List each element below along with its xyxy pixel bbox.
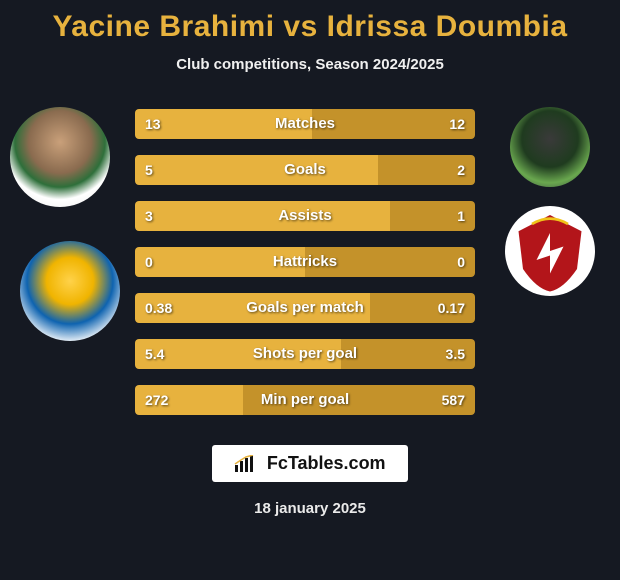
- footer: FcTables.com: [0, 445, 620, 482]
- stat-value-right: 0: [457, 247, 465, 277]
- stat-value-right: 3.5: [446, 339, 465, 369]
- stat-label: Goals per match: [135, 293, 475, 323]
- player2-club-logo: [505, 206, 595, 296]
- stat-row: Hattricks0 0: [135, 247, 475, 277]
- stat-row: Goals per match0.38 0.17: [135, 293, 475, 323]
- vs-word: vs: [283, 10, 317, 43]
- stat-value-right: 2: [457, 155, 465, 185]
- page-title: Yacine Brahimi vs Idrissa Doumbia: [0, 0, 620, 44]
- date-text: 18 january 2025: [0, 500, 620, 517]
- stat-value-left: 0: [145, 247, 153, 277]
- stat-row: Goals5 2: [135, 155, 475, 185]
- stat-value-right: 587: [442, 385, 465, 415]
- stat-value-left: 13: [145, 109, 161, 139]
- brand-badge: FcTables.com: [212, 445, 407, 482]
- stat-row: Min per goal272 587: [135, 385, 475, 415]
- stat-row: Assists3 1: [135, 201, 475, 231]
- stat-label: Min per goal: [135, 385, 475, 415]
- player1-avatar: [10, 107, 110, 207]
- subtitle: Club competitions, Season 2024/2025: [0, 56, 620, 73]
- player1-name: Yacine Brahimi: [52, 10, 274, 43]
- stat-value-left: 272: [145, 385, 168, 415]
- stat-value-right: 1: [457, 201, 465, 231]
- stat-row: Shots per goal5.4 3.5: [135, 339, 475, 369]
- stat-label: Matches: [135, 109, 475, 139]
- bar-chart-icon: [234, 455, 256, 473]
- stat-label: Shots per goal: [135, 339, 475, 369]
- stat-label: Hattricks: [135, 247, 475, 277]
- brand-text: FcTables.com: [267, 453, 386, 473]
- player2-avatar: [510, 107, 590, 187]
- stat-label: Goals: [135, 155, 475, 185]
- comparison-panel: Matches13 12 Goals5 2 Assists3 1 Hattricks0 0 Go…: [0, 101, 620, 441]
- player2-name: Idrissa Doumbia: [327, 10, 568, 43]
- player1-club-logo: [20, 241, 120, 341]
- stat-label: Assists: [135, 201, 475, 231]
- stat-value-left: 5.4: [145, 339, 164, 369]
- stat-value-left: 0.38: [145, 293, 172, 323]
- stat-value-left: 5: [145, 155, 153, 185]
- stat-value-right: 12: [449, 109, 465, 139]
- club-crest-icon: [505, 206, 595, 296]
- stat-row: Matches13 12: [135, 109, 475, 139]
- stat-value-right: 0.17: [438, 293, 465, 323]
- stat-value-left: 3: [145, 201, 153, 231]
- stat-bars: Matches13 12 Goals5 2 Assists3 1 Hattricks0 0 Go…: [135, 109, 475, 431]
